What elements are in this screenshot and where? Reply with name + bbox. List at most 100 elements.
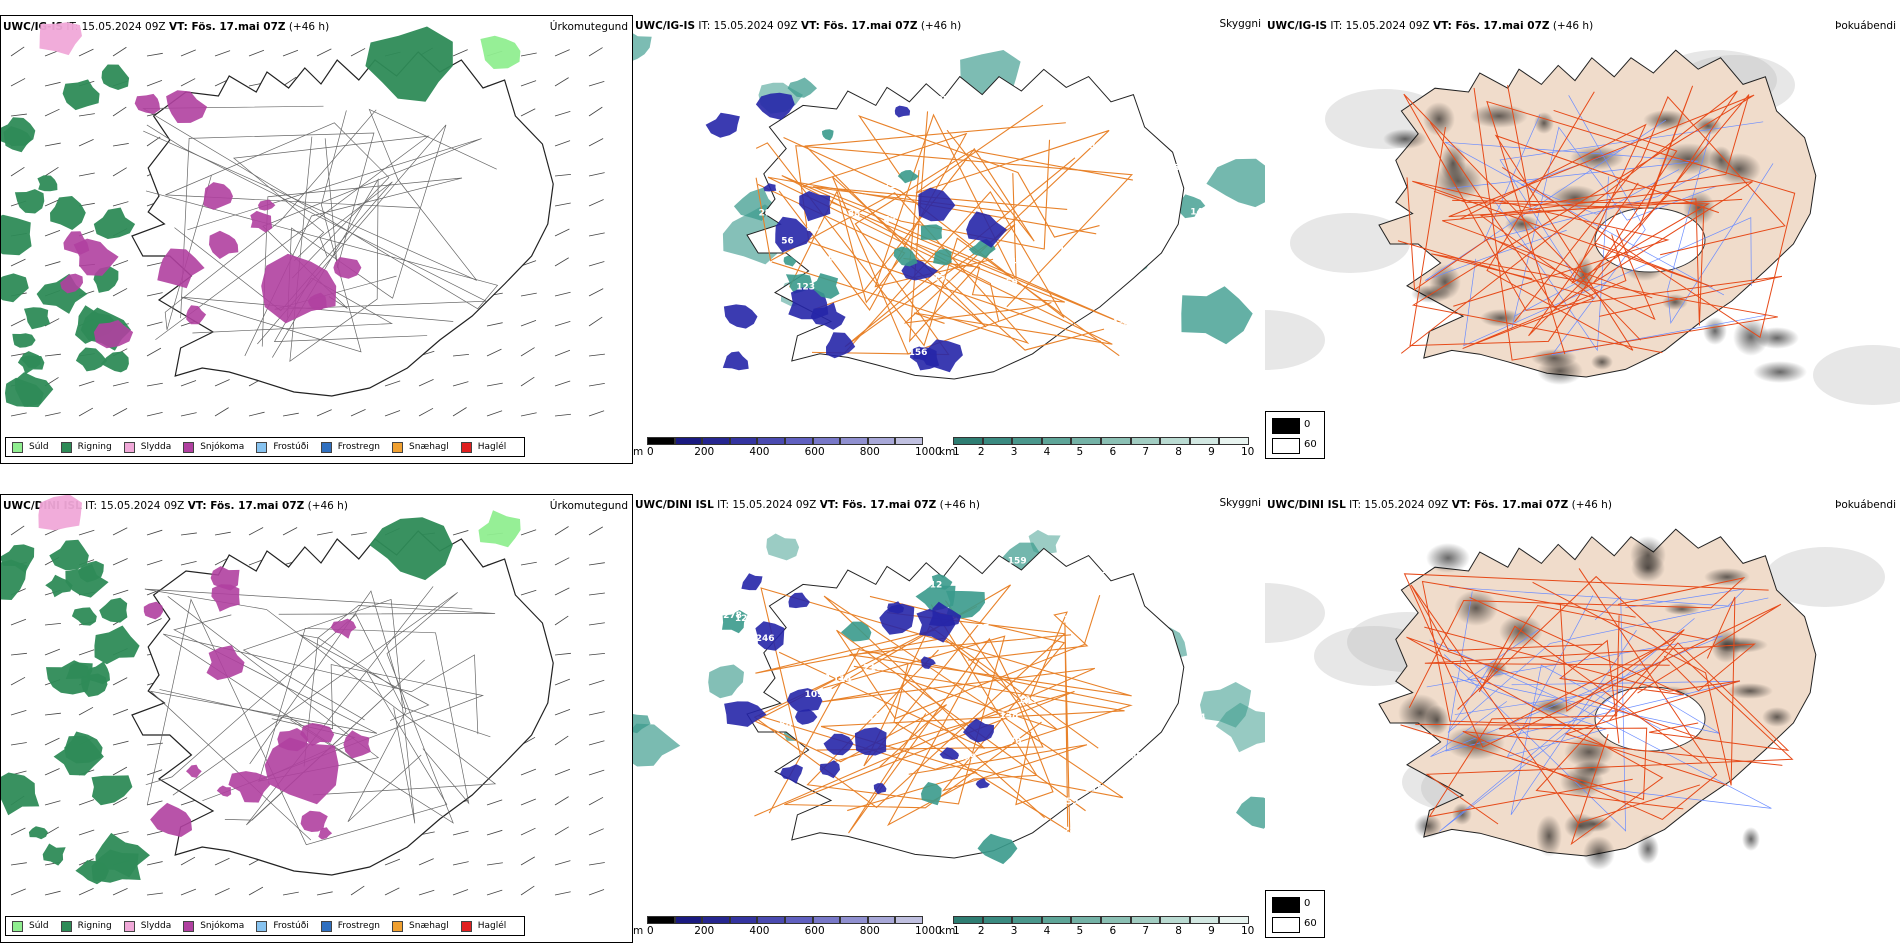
colorbar-tick: 600 (804, 446, 825, 458)
cloud-base-labels: 129 84 132 123 43 83 69 101 99 115 88 31 154 145 80 162… (713, 65, 1222, 389)
lead-label: (+46 h) (288, 21, 330, 33)
rain-area (100, 351, 129, 373)
rain-area (64, 731, 103, 764)
wind-barb (214, 50, 231, 57)
low-cloud-area (963, 718, 994, 743)
wind-barb (588, 353, 605, 357)
wind-barb (146, 800, 163, 806)
colorbar-tick: 7 (1142, 446, 1150, 458)
wind-barb (384, 887, 400, 896)
wind-barb (588, 232, 605, 237)
colorbar-tick: 9 (1208, 925, 1215, 937)
road (1431, 87, 1778, 361)
wind-barb (214, 887, 230, 896)
panel-header: UWC/DINI ISL IT: 15.05.2024 09Z VT: Fös.… (1267, 499, 1612, 511)
colorbar-segment (982, 916, 1013, 924)
wind-barb (112, 201, 129, 207)
road (1462, 568, 1783, 821)
fog-patch (1454, 590, 1498, 626)
wind-barb (350, 48, 366, 57)
wind-barb (10, 618, 27, 626)
wind-barb (282, 76, 297, 87)
legend-item: Frostregn (320, 441, 380, 453)
wind-barb (350, 532, 367, 536)
wind-barb (146, 412, 163, 417)
colorbar-tick: 1000 (915, 925, 942, 937)
low-cloud-area (763, 183, 777, 192)
wind-barb (588, 652, 605, 656)
cloud-base-label: 123 (796, 282, 815, 292)
colorbar-segment (1041, 916, 1072, 924)
low-cloud-area (931, 574, 953, 590)
snow-area (258, 199, 276, 211)
legend-label: Snjókoma (200, 442, 245, 452)
wind-barb (350, 408, 366, 417)
rain-area (91, 775, 133, 806)
vt-label: VT: Fös. 17.mai 07Z (187, 500, 305, 512)
colorbar-tick: 1000 (915, 446, 942, 458)
wind-barb (10, 525, 25, 536)
wind-barb (10, 166, 25, 177)
wind-barb (146, 769, 163, 776)
legend-label: Rigning (77, 442, 112, 452)
wind-barb (554, 173, 571, 177)
colorbar-segment (785, 916, 813, 924)
rain-area (49, 539, 89, 571)
colorbar-tick: 3 (1010, 925, 1018, 937)
cloud-base-label: 145 (1161, 164, 1180, 174)
cloud-base-label: 156 (909, 348, 928, 358)
rain-area (95, 832, 150, 878)
wind-barb (112, 740, 129, 746)
wind-barb (112, 260, 129, 267)
road (1514, 95, 1786, 323)
snow-area (206, 645, 245, 681)
cloud-base-label: 195 (1018, 696, 1037, 706)
wind-barb (316, 409, 332, 417)
snow-area (210, 566, 240, 591)
wind-barb (554, 321, 571, 327)
cloud-base-labels: 109 128 118 138 106 170 88 102 203 84 68 58 159 112 27… (697, 551, 1205, 869)
fog-patch (1727, 683, 1773, 699)
cloud-base-label: 129 (1059, 247, 1078, 257)
cloud-base-label: 101 (812, 674, 831, 684)
cloud-base-label: 84 (700, 655, 713, 665)
wind-barb (112, 708, 129, 716)
road (278, 605, 496, 767)
low-cloud-area (840, 621, 872, 642)
colorbar-tick: 5 (1076, 446, 1084, 458)
cloud-base-label: 74 (1193, 713, 1206, 723)
cloud-base-label: 259 (937, 96, 956, 106)
cloud-base-label: 128 (735, 614, 754, 624)
cloud-base-label: 80 (1089, 142, 1102, 152)
cloud-base-label: 109 (958, 753, 977, 763)
cloud-base-label: 128 (1150, 192, 1169, 202)
low-cloud-area (780, 764, 803, 784)
colorbar-segment (702, 916, 730, 924)
panel-title: Úrkomutegund (549, 21, 628, 33)
road (753, 612, 1066, 809)
low-cloud-area (918, 187, 956, 222)
wind-barb (10, 652, 27, 656)
fog-patch (1637, 834, 1659, 864)
low-visibility-area (1028, 529, 1061, 555)
wind-barb (10, 412, 27, 417)
low-cloud-area (799, 191, 831, 222)
wind-barb (78, 529, 95, 536)
colorbar-segment (1160, 916, 1190, 924)
river (1424, 119, 1667, 281)
vt-label: VT: Fös. 17.mai 07Z (800, 20, 918, 32)
fog-legend-swatch (1272, 418, 1300, 434)
cloud-base-label: 112 (924, 581, 943, 591)
fog-patch (1265, 583, 1325, 643)
cloud-base-label: 93 (944, 103, 957, 113)
road (778, 132, 1010, 312)
cloud-base-label: 14 (1190, 208, 1203, 218)
legend-swatch (460, 920, 472, 932)
panel-title: Skyggni (1219, 497, 1262, 509)
wind-barb (486, 799, 503, 806)
wind-barb (520, 529, 537, 536)
fog-patch (1753, 361, 1807, 383)
wind-barb (520, 885, 535, 896)
low-cloud-area (788, 592, 810, 609)
road (1409, 109, 1678, 347)
